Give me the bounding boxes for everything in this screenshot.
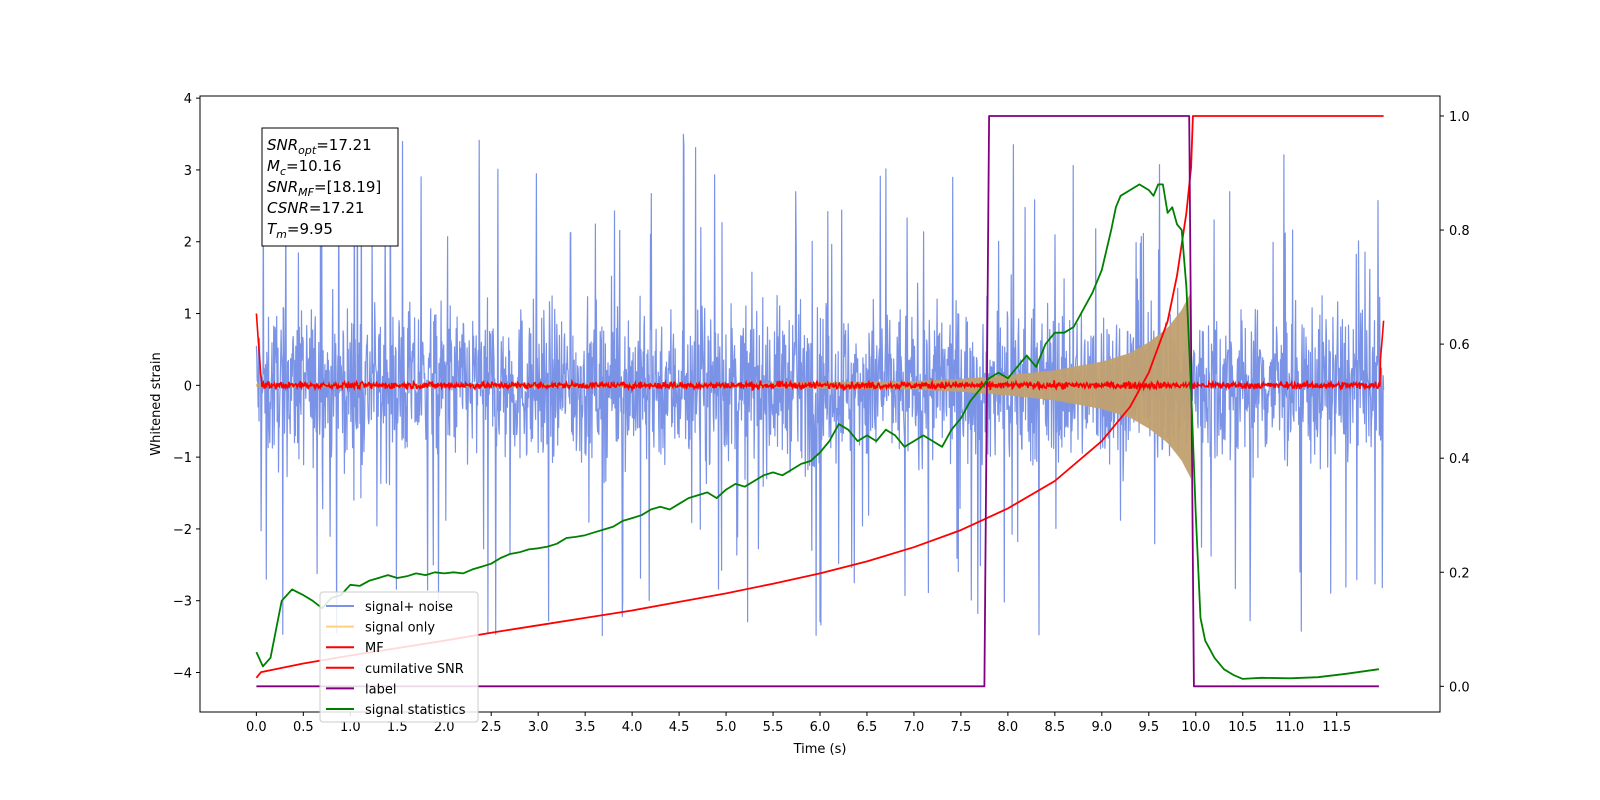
legend-label: MF bbox=[365, 641, 384, 656]
legend-frame bbox=[319, 591, 479, 723]
y-axis-left: −4 −3 −2 −1 0 1 2 3 4 bbox=[173, 92, 200, 682]
y-tick-label-left: −2 bbox=[173, 523, 192, 538]
x-tick-label: 8.0 bbox=[998, 720, 1019, 735]
legend-label: signal only bbox=[365, 621, 435, 636]
x-tick-label: 9.0 bbox=[1091, 720, 1112, 735]
x-tick-label: 4.0 bbox=[622, 720, 643, 735]
x-tick-label: 2.0 bbox=[434, 720, 455, 735]
x-tick-label: 2.5 bbox=[481, 720, 502, 735]
annotation-line: Mc=10.16 bbox=[267, 157, 342, 178]
annotation-line: Tm=9.95 bbox=[267, 220, 333, 241]
legend-label: label bbox=[365, 682, 396, 697]
y-tick-label-right: 0.4 bbox=[1449, 452, 1470, 467]
y-tick-label-right: 1.0 bbox=[1449, 110, 1470, 125]
y-tick-label-left: 1 bbox=[184, 308, 192, 323]
y-tick-label-left: −3 bbox=[173, 595, 192, 610]
x-tick-label: 0.5 bbox=[293, 720, 314, 735]
legend-label: signal+ noise bbox=[365, 600, 453, 615]
x-tick-label: 9.5 bbox=[1138, 720, 1159, 735]
series-label bbox=[256, 115, 1379, 688]
x-tick-label: 7.5 bbox=[951, 720, 972, 735]
x-tick-label: 11.5 bbox=[1322, 720, 1351, 735]
y-tick-label-right: 0.2 bbox=[1449, 566, 1470, 581]
x-tick-label: 0.0 bbox=[246, 720, 267, 735]
annotation-line: CSNR=17.21 bbox=[267, 199, 364, 217]
legend: signal+ noise signal only MF cumilative SNR… bbox=[319, 591, 479, 723]
x-tick-label: 5.0 bbox=[716, 720, 737, 735]
x-tick-label: 7.0 bbox=[904, 720, 925, 735]
y-tick-label-right: 0.6 bbox=[1449, 338, 1470, 353]
x-tick-label: 6.5 bbox=[857, 720, 878, 735]
x-tick-label: 3.5 bbox=[575, 720, 596, 735]
x-tick-label: 8.5 bbox=[1045, 720, 1066, 735]
y-tick-label-left: 0 bbox=[184, 379, 192, 394]
x-tick-label: 6.0 bbox=[810, 720, 831, 735]
x-axis: 0.0 0.5 1.0 1.5 2.0 2.5 3.0 3.5 4.0 4.5 5.0 5.5 6.0 6… bbox=[246, 712, 1351, 735]
annotation-box-frame bbox=[261, 127, 399, 247]
y-tick-label-left: 2 bbox=[184, 236, 192, 251]
x-tick-label: 1.0 bbox=[340, 720, 361, 735]
series-signal-statistics bbox=[255, 183, 1380, 680]
y-tick-label-right: 0.0 bbox=[1449, 680, 1470, 695]
y-axis-label: Whitened strain bbox=[149, 352, 164, 455]
legend-label: cumilative SNR bbox=[365, 662, 464, 677]
x-tick-label: 4.5 bbox=[669, 720, 690, 735]
x-tick-label: 10.0 bbox=[1181, 720, 1210, 735]
annotation-line: SNRopt=17.21 bbox=[267, 136, 372, 157]
y-tick-label-left: 3 bbox=[184, 164, 192, 179]
x-tick-label: 11.0 bbox=[1275, 720, 1304, 735]
y-tick-label-right: 0.8 bbox=[1449, 224, 1470, 239]
x-tick-label: 1.5 bbox=[387, 720, 408, 735]
y-tick-label-left: 4 bbox=[184, 92, 192, 107]
annotation-line: SNRMF=[18.19] bbox=[267, 178, 381, 199]
y-tick-label-left: −1 bbox=[173, 451, 192, 466]
x-tick-label: 5.5 bbox=[763, 720, 784, 735]
y-axis-right: 0.0 0.2 0.4 0.6 0.8 1.0 bbox=[1440, 110, 1470, 695]
annotation-box: SNRopt=17.21Mc=10.16SNRMF=[18.19]CSNR=17… bbox=[261, 127, 399, 247]
x-tick-label: 3.0 bbox=[528, 720, 549, 735]
legend-label: signal statistics bbox=[365, 703, 466, 718]
y-tick-label-left: −4 bbox=[173, 667, 192, 682]
x-tick-label: 10.5 bbox=[1228, 720, 1257, 735]
series-mf bbox=[255, 313, 1385, 393]
x-axis-label: Time (s) bbox=[793, 742, 847, 757]
